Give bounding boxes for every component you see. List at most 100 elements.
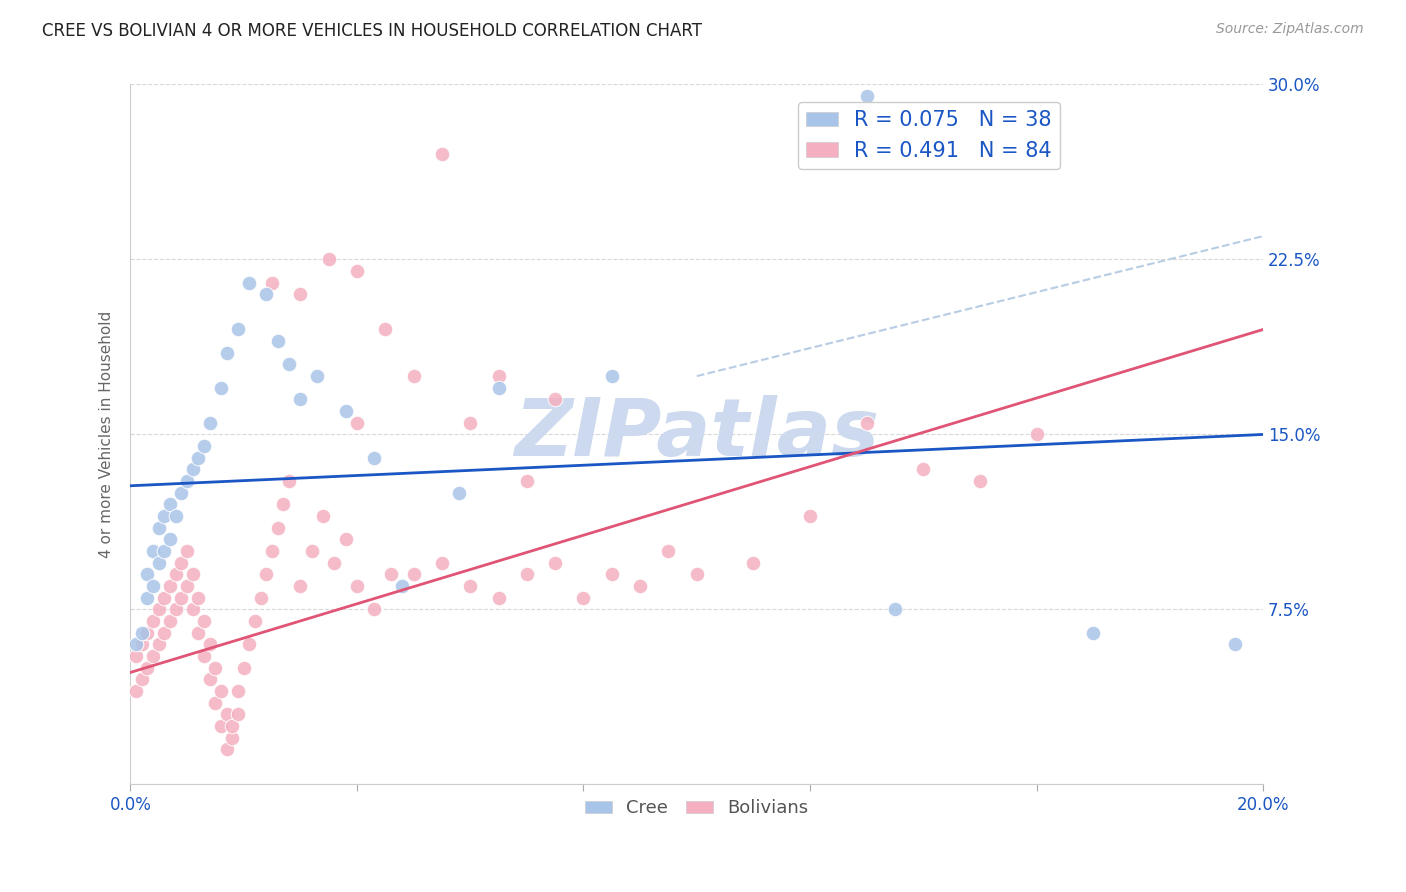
Point	[204, 696, 226, 710]
Point	[278, 358, 301, 372]
Point	[136, 591, 159, 605]
Point	[363, 602, 385, 616]
Point	[544, 556, 567, 570]
Point	[165, 509, 187, 524]
Point	[307, 369, 329, 384]
Point	[346, 264, 368, 278]
Point	[488, 591, 510, 605]
Point	[193, 439, 215, 453]
Y-axis label: 4 or more Vehicles in Household: 4 or more Vehicles in Household	[100, 310, 114, 558]
Point	[278, 474, 301, 488]
Point	[148, 637, 170, 651]
Point	[402, 567, 425, 582]
Point	[335, 404, 357, 418]
Point	[159, 498, 181, 512]
Point	[600, 567, 623, 582]
Point	[657, 544, 679, 558]
Point	[290, 579, 312, 593]
Point	[254, 567, 277, 582]
Point	[136, 625, 159, 640]
Point	[170, 556, 193, 570]
Point	[430, 147, 453, 161]
Point	[458, 416, 481, 430]
Point	[198, 673, 221, 687]
Point	[125, 684, 148, 698]
Point	[159, 579, 181, 593]
Point	[176, 544, 198, 558]
Point	[600, 369, 623, 384]
Point	[363, 450, 385, 465]
Point	[136, 661, 159, 675]
Point	[221, 719, 243, 733]
Point	[136, 567, 159, 582]
Point	[346, 579, 368, 593]
Point	[243, 614, 266, 628]
Point	[488, 381, 510, 395]
Point	[131, 637, 153, 651]
Point	[232, 661, 254, 675]
Point	[198, 637, 221, 651]
Point	[131, 673, 153, 687]
Point	[238, 276, 260, 290]
Point	[153, 509, 176, 524]
Point	[170, 591, 193, 605]
Point	[176, 579, 198, 593]
Point	[312, 509, 335, 524]
Point	[374, 322, 396, 336]
Point	[187, 450, 209, 465]
Point	[153, 591, 176, 605]
Point	[855, 89, 877, 103]
Point	[159, 533, 181, 547]
Point	[260, 544, 283, 558]
Point	[193, 614, 215, 628]
Point	[290, 287, 312, 301]
Point	[226, 684, 249, 698]
Point	[516, 567, 538, 582]
Point	[209, 719, 232, 733]
Point	[391, 579, 413, 593]
Point	[249, 591, 271, 605]
Point	[516, 474, 538, 488]
Point	[572, 591, 595, 605]
Point	[142, 544, 165, 558]
Point	[447, 485, 470, 500]
Point	[221, 731, 243, 745]
Point	[176, 474, 198, 488]
Point	[238, 637, 260, 651]
Point	[142, 614, 165, 628]
Point	[209, 381, 232, 395]
Point	[209, 684, 232, 698]
Point	[458, 579, 481, 593]
Text: Source: ZipAtlas.com: Source: ZipAtlas.com	[1216, 22, 1364, 37]
Point	[226, 707, 249, 722]
Point	[142, 649, 165, 664]
Point	[346, 416, 368, 430]
Point	[153, 544, 176, 558]
Point	[260, 276, 283, 290]
Point	[628, 579, 651, 593]
Point	[544, 392, 567, 407]
Point	[884, 602, 907, 616]
Point	[215, 345, 238, 359]
Point	[488, 369, 510, 384]
Point	[181, 602, 204, 616]
Point	[430, 556, 453, 570]
Point	[1025, 427, 1047, 442]
Point	[181, 567, 204, 582]
Point	[1223, 637, 1246, 651]
Point	[335, 533, 357, 547]
Text: ZIPatlas: ZIPatlas	[515, 395, 879, 474]
Text: CREE VS BOLIVIAN 4 OR MORE VEHICLES IN HOUSEHOLD CORRELATION CHART: CREE VS BOLIVIAN 4 OR MORE VEHICLES IN H…	[42, 22, 702, 40]
Point	[1083, 625, 1105, 640]
Point	[181, 462, 204, 476]
Point	[159, 614, 181, 628]
Point	[742, 556, 765, 570]
Point	[799, 509, 821, 524]
Point	[165, 567, 187, 582]
Point	[148, 521, 170, 535]
Point	[187, 591, 209, 605]
Point	[215, 707, 238, 722]
Point	[131, 625, 153, 640]
Point	[165, 602, 187, 616]
Point	[318, 252, 340, 267]
